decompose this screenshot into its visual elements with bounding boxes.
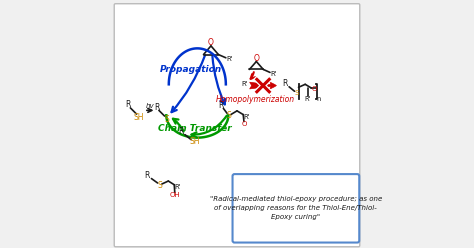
Text: Chain Transfer: Chain Transfer xyxy=(158,124,232,133)
Text: SH: SH xyxy=(134,113,144,122)
Text: R': R' xyxy=(226,56,233,62)
FancyBboxPatch shape xyxy=(114,4,360,247)
Text: R: R xyxy=(144,171,150,180)
Text: SH: SH xyxy=(190,137,200,146)
Text: O: O xyxy=(311,86,317,92)
Text: OH: OH xyxy=(169,192,180,198)
FancyBboxPatch shape xyxy=(233,174,359,243)
Text: O: O xyxy=(208,38,214,47)
Text: O: O xyxy=(241,121,246,127)
Text: R: R xyxy=(155,103,160,112)
Text: n: n xyxy=(316,96,320,102)
Text: R': R' xyxy=(241,81,248,87)
Text: S: S xyxy=(295,90,299,96)
Text: R: R xyxy=(283,79,288,88)
Text: R': R' xyxy=(304,96,311,102)
Text: R: R xyxy=(219,101,224,110)
Text: S: S xyxy=(227,111,231,120)
Text: Homopolymerization: Homopolymerization xyxy=(216,95,295,104)
Text: Propagation: Propagation xyxy=(160,65,222,74)
Text: R': R' xyxy=(243,114,250,120)
Text: S: S xyxy=(157,181,162,190)
Text: "Radical-mediated thiol-epoxy procedure; as one
of overlapping reasons for the T: "Radical-mediated thiol-epoxy procedure;… xyxy=(210,196,382,220)
Text: R: R xyxy=(178,127,183,136)
Text: S: S xyxy=(164,115,169,124)
Text: hv: hv xyxy=(146,103,155,109)
Text: O: O xyxy=(254,54,259,62)
Text: R: R xyxy=(125,100,130,109)
Text: R': R' xyxy=(270,71,276,77)
Text: R': R' xyxy=(174,184,181,190)
